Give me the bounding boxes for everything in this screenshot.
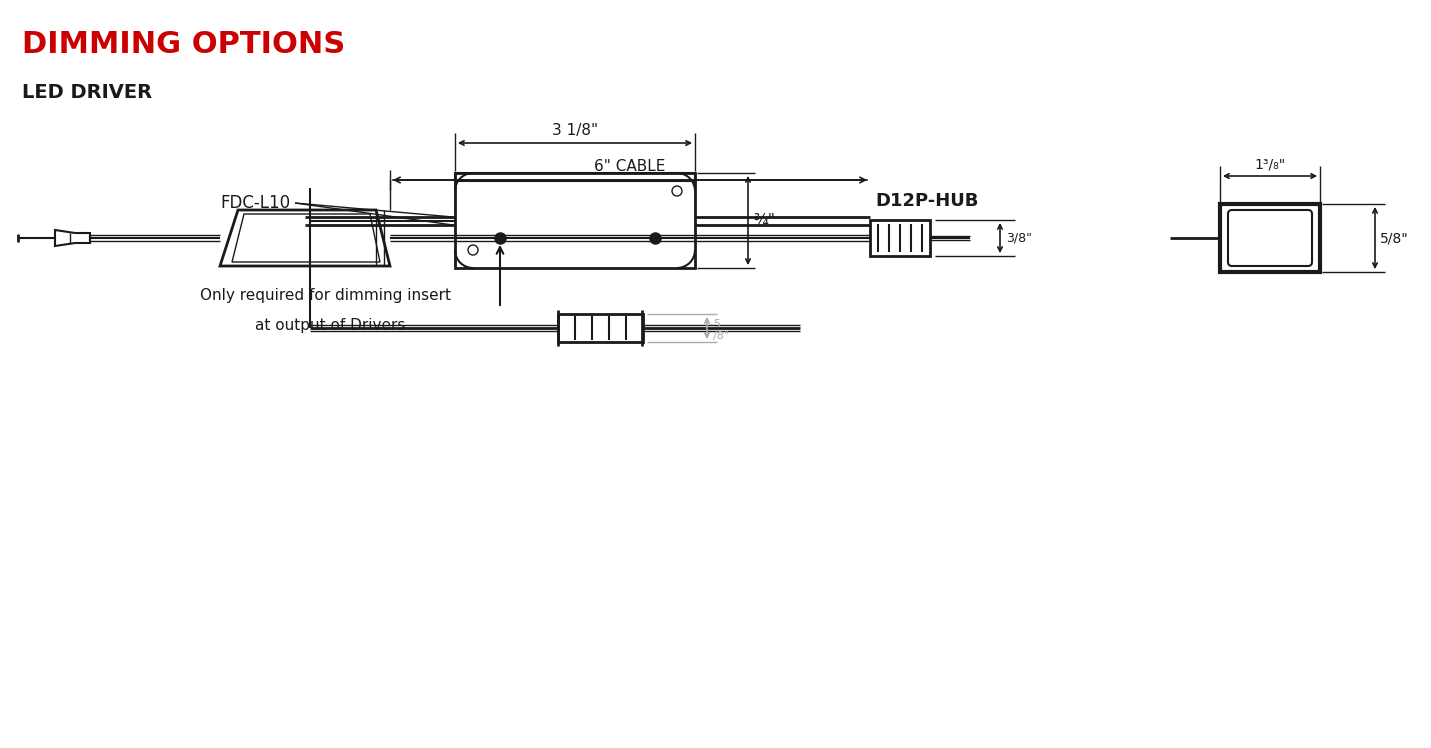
Text: 3/8": 3/8": [1006, 231, 1032, 245]
Text: LED DRIVER: LED DRIVER: [21, 83, 152, 102]
Text: 6" CABLE: 6" CABLE: [594, 159, 665, 174]
Bar: [870, 220, 930, 256]
Text: DIMMING OPTIONS: DIMMING OPTIONS: [21, 30, 345, 59]
Text: FDC-L10: FDC-L10: [220, 194, 290, 212]
Bar: [1221, 204, 1319, 272]
Text: 5/8": 5/8": [1379, 231, 1408, 245]
Text: Only required for dimming insert: Only required for dimming insert: [200, 288, 451, 303]
Bar: [455, 173, 695, 181]
Bar: [455, 173, 695, 268]
Bar: [558, 314, 643, 342]
Text: /8": /8": [713, 331, 730, 341]
Text: at output of Drivers: at output of Drivers: [255, 318, 405, 333]
Text: 1³/₈": 1³/₈": [1255, 157, 1285, 171]
Text: D12P-HUB: D12P-HUB: [874, 192, 979, 210]
Text: 3 1/8": 3 1/8": [552, 123, 598, 138]
Text: ¾": ¾": [753, 213, 774, 228]
Text: 5: 5: [713, 319, 720, 329]
